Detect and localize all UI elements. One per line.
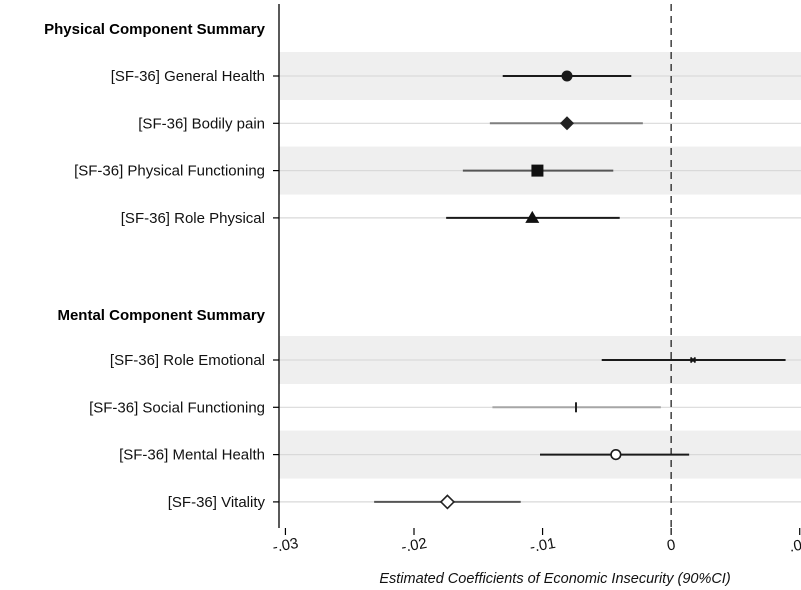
x-tick-label: .01	[788, 535, 801, 555]
estimate-marker	[560, 116, 574, 131]
estimate-marker	[610, 449, 622, 461]
row-label: [SF-36] Social Functioning	[89, 399, 265, 416]
group-title: Physical Component Summary	[44, 21, 266, 38]
row-label: [SF-36] Physical Functioning	[74, 163, 265, 180]
x-axis-title: Estimated Coefficients of Economic Insec…	[379, 571, 730, 587]
x-tick-label: -.01	[528, 535, 556, 556]
x-tick-label: -.03	[271, 535, 299, 556]
x-tick-label: 0	[666, 536, 677, 554]
group-title: Mental Component Summary	[57, 307, 265, 324]
estimate-marker	[561, 70, 573, 82]
row-label: [SF-36] Role Emotional	[110, 352, 265, 369]
row-label: [SF-36] Vitality	[168, 494, 266, 511]
estimate-marker	[525, 210, 540, 223]
estimate-marker	[439, 494, 456, 510]
row-label: [SF-36] Mental Health	[119, 447, 265, 464]
estimate-marker	[531, 164, 544, 177]
row-label: [SF-36] Role Physical	[121, 210, 265, 227]
x-tick-label: -.02	[400, 535, 428, 556]
row-label: [SF-36] Bodily pain	[138, 115, 265, 132]
estimate-marker	[689, 356, 697, 364]
row-label: [SF-36] General Health	[111, 68, 265, 85]
